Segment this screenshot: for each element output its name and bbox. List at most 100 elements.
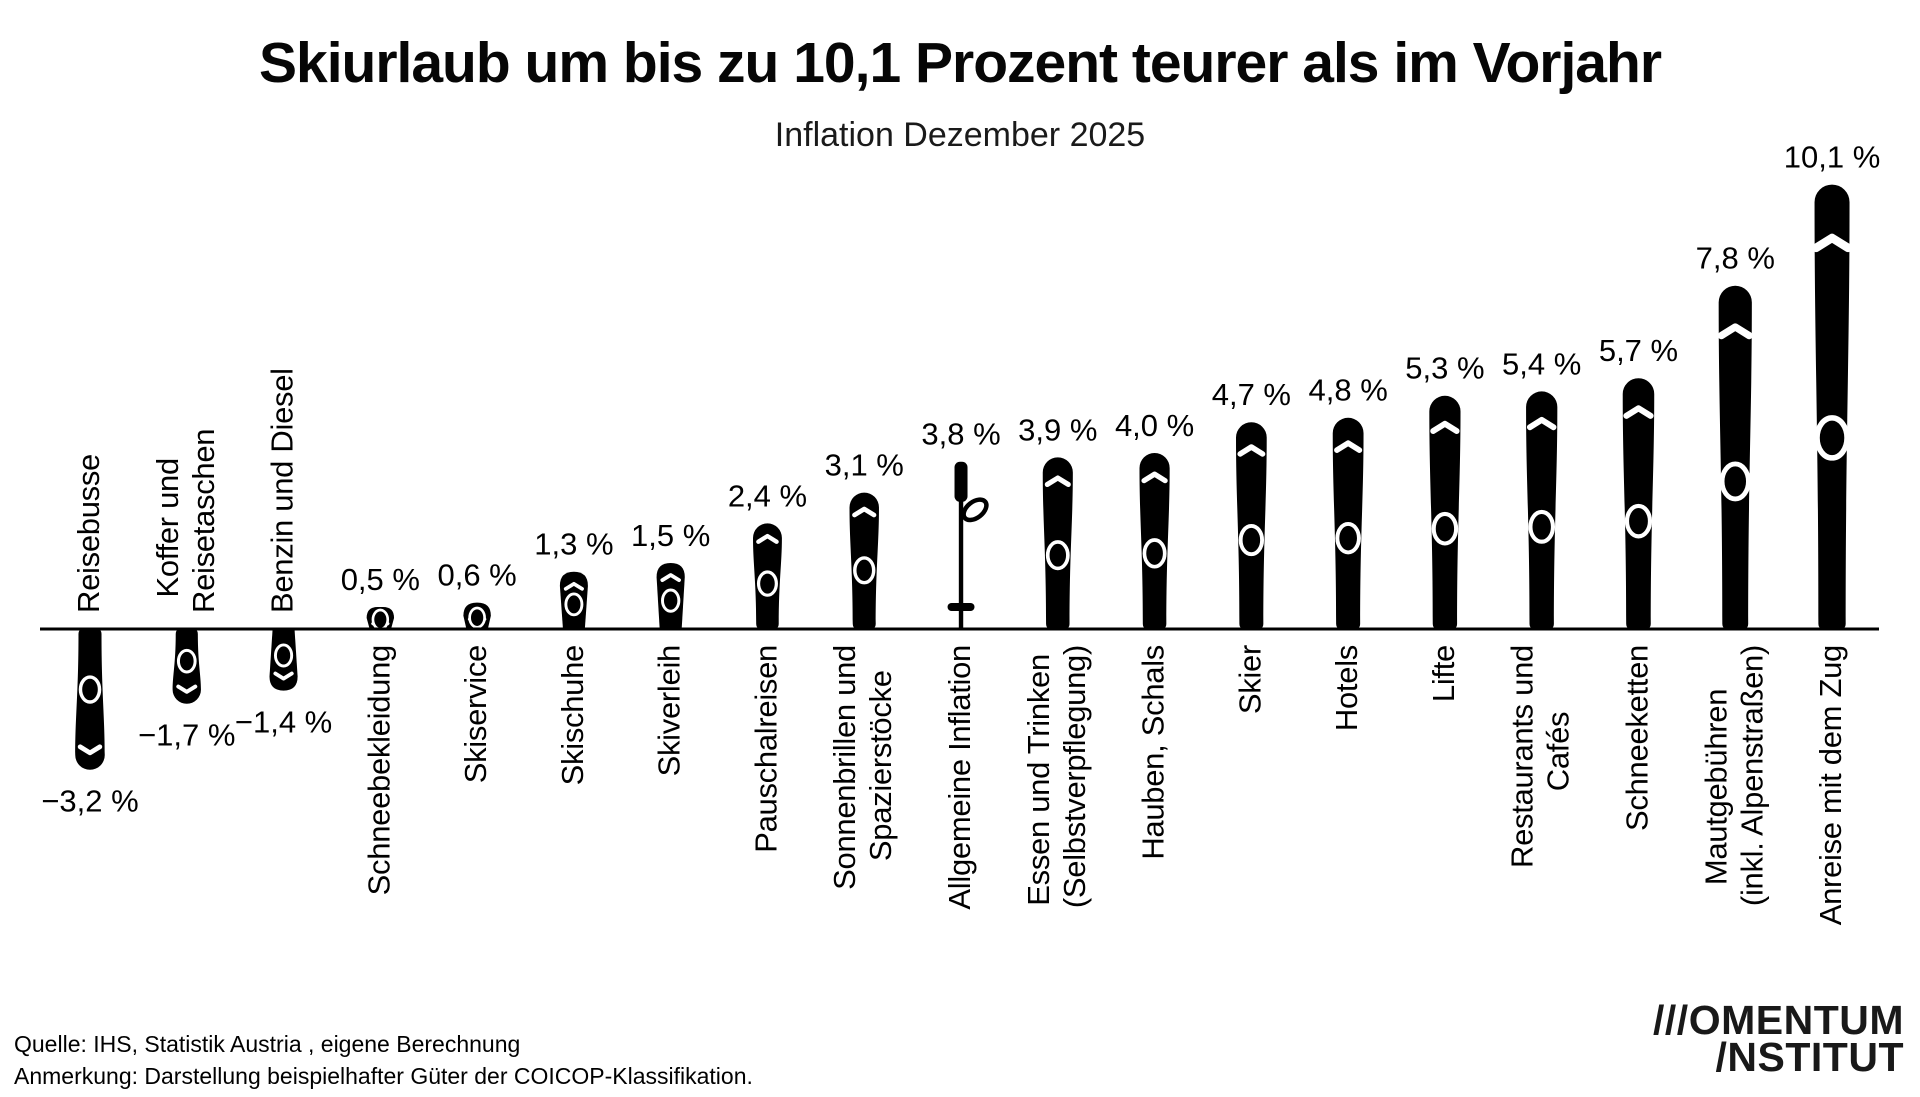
- category-label: Benzin und Diesel: [265, 368, 300, 613]
- ski-bar: [849, 492, 879, 629]
- ski-bar: [1622, 378, 1655, 629]
- category-label: Sonnenbrillen und: [827, 645, 862, 890]
- ski-bar: [366, 607, 395, 629]
- labels-group: −3,2 % Reisebusse −1,7 % Koffer und Reisetas…: [41, 139, 1880, 925]
- ski-body: [1622, 378, 1655, 629]
- ski-pole-bar: [947, 461, 989, 629]
- ski-binding-mark: [564, 592, 584, 617]
- ski-chevron-mark: [1717, 323, 1753, 340]
- ski-chevron-mark: [1811, 233, 1853, 253]
- ski-binding-mark: [1238, 524, 1265, 557]
- category-label: Mautgebühren: [1698, 689, 1733, 885]
- ski-chevron-mark: [176, 684, 198, 694]
- category-label: Lifte: [1426, 645, 1461, 702]
- category-label: Skiservice: [458, 645, 493, 783]
- ski-bar: [656, 563, 685, 629]
- value-label: 3,1 %: [825, 447, 904, 482]
- ski-chevron-mark: [563, 581, 584, 591]
- logo-line-momentum: ///OMENTUM: [1653, 997, 1904, 1043]
- logo-line-institut: /NSTITUT: [1715, 1034, 1904, 1080]
- value-label: 0,5 %: [341, 562, 420, 597]
- ski-bar: [269, 630, 298, 691]
- ski-binding-mark: [468, 606, 486, 629]
- value-label: 4,0 %: [1115, 408, 1194, 443]
- ski-binding-mark: [371, 608, 390, 629]
- ski-binding-mark: [1814, 415, 1850, 461]
- ski-bar: [463, 602, 491, 629]
- ski-chevron-mark: [77, 744, 103, 756]
- ski-binding-mark: [1431, 511, 1459, 546]
- ski-binding-mark: [273, 643, 294, 668]
- value-label: 2,4 %: [728, 478, 807, 513]
- source-note-block: Quelle: IHS, Statistik Austria , eigene …: [14, 1028, 753, 1092]
- category-label: Skiverleih: [652, 645, 687, 776]
- ski-bar: [1526, 391, 1558, 629]
- ski-body: [1814, 184, 1850, 629]
- ski-binding-mark: [1528, 509, 1556, 544]
- ski-bar: [1429, 395, 1461, 629]
- ski-bar: [753, 523, 782, 629]
- ski-binding-mark: [853, 556, 876, 585]
- ski-chevron-mark: [1430, 420, 1460, 434]
- ski-bar: [1139, 453, 1170, 629]
- ski-binding-mark: [1624, 503, 1653, 539]
- value-label: 5,7 %: [1599, 333, 1678, 368]
- ski-binding-mark: [1045, 540, 1070, 571]
- pole-basket: [947, 603, 975, 611]
- category-label: Koffer und: [150, 458, 185, 597]
- category-label: Allgemeine Inflation: [942, 645, 977, 910]
- ski-binding-mark: [661, 588, 681, 613]
- ski-bar: [1717, 285, 1753, 629]
- chart-subtitle: Inflation Dezember 2025: [774, 116, 1146, 154]
- value-label: 5,3 %: [1405, 351, 1484, 386]
- category-label: Skier: [1232, 645, 1267, 714]
- category-label: Schneeketten: [1619, 645, 1654, 831]
- category-label: Pauschalreisen: [748, 645, 783, 853]
- value-label: 3,8 %: [921, 417, 1000, 452]
- ski-bar: [1236, 422, 1267, 629]
- axis-line: [40, 627, 1879, 631]
- ski-chevron-mark: [1526, 416, 1557, 431]
- ski-bar: [75, 630, 105, 770]
- value-label: 1,5 %: [631, 518, 710, 553]
- ski-bar: [559, 571, 588, 629]
- value-label: 0,6 %: [437, 557, 516, 592]
- note-line: Anmerkung: Darstellung beispielhafter Gü…: [14, 1063, 753, 1089]
- category-label: Cafés: [1541, 712, 1576, 791]
- ski-binding-mark: [176, 648, 197, 674]
- category-label: Anreise mit dem Zug: [1813, 645, 1848, 925]
- value-label: −1,7 %: [138, 718, 235, 753]
- ski-chevron-mark: [1334, 440, 1363, 453]
- category-label: Hotels: [1329, 645, 1364, 731]
- ski-binding-mark: [1335, 522, 1361, 555]
- category-label: (Selbstverpflegung): [1057, 645, 1092, 908]
- value-label: 1,3 %: [534, 527, 613, 562]
- value-label: 10,1 %: [1784, 139, 1881, 174]
- value-label: −3,2 %: [41, 784, 138, 819]
- chart-title: Skiurlaub um bis zu 10,1 Prozent teurer …: [258, 31, 1662, 95]
- ski-chevron-mark: [1044, 475, 1071, 488]
- category-label: Restaurants und: [1505, 645, 1540, 868]
- ski-binding-mark: [78, 675, 102, 704]
- ski-body: [1718, 285, 1752, 629]
- category-label: Skischuhe: [555, 645, 590, 785]
- negative-bars-group: [75, 630, 298, 770]
- value-label: −1,4 %: [235, 704, 332, 739]
- category-label: Schneebekleidung: [361, 645, 396, 895]
- ski-chevron-mark: [660, 573, 681, 583]
- category-label: Reisetaschen: [186, 429, 221, 613]
- value-label: 3,9 %: [1018, 412, 1097, 447]
- ski-bar: [1332, 417, 1364, 629]
- ski-chevron-mark: [1237, 444, 1266, 457]
- ski-chevron-mark: [1623, 405, 1654, 419]
- ski-binding-mark: [1142, 538, 1167, 569]
- ski-binding-mark: [756, 570, 778, 597]
- value-label: 4,7 %: [1212, 377, 1291, 412]
- ski-bar: [172, 630, 201, 704]
- momentum-institut-logo: ///OMENTUM /NSTITUT: [1653, 997, 1904, 1080]
- ski-chevron-mark: [273, 671, 294, 681]
- value-label: 5,4 %: [1502, 346, 1581, 381]
- ski-bar: [1811, 184, 1853, 629]
